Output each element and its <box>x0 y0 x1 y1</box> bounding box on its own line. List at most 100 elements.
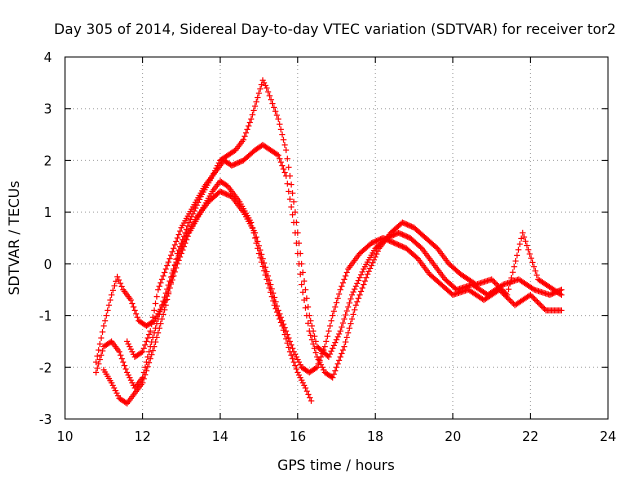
data-point <box>121 362 128 369</box>
data-point <box>257 254 264 261</box>
data-point <box>391 240 398 247</box>
data-point <box>288 352 295 359</box>
data-point <box>307 332 314 339</box>
data-point <box>170 267 177 274</box>
data-point <box>139 379 146 386</box>
data-point <box>261 267 268 274</box>
data-point <box>148 321 155 328</box>
data-point <box>305 391 312 398</box>
data-point <box>280 327 287 334</box>
data-point <box>349 291 356 298</box>
data-point <box>296 260 303 267</box>
data-point <box>162 302 169 309</box>
data-point <box>283 328 290 335</box>
x-tick-label: 10 <box>57 430 74 445</box>
data-point <box>262 264 269 271</box>
data-point <box>392 240 399 247</box>
data-point <box>283 172 290 179</box>
data-point <box>122 366 129 373</box>
data-point <box>337 353 344 360</box>
data-point <box>402 220 409 227</box>
data-point <box>129 348 136 355</box>
data-point <box>253 234 260 241</box>
data-point <box>533 272 540 279</box>
data-point <box>268 285 275 292</box>
data-point <box>126 343 133 350</box>
data-point <box>168 274 175 281</box>
data-point <box>268 293 275 300</box>
data-point <box>292 351 299 358</box>
data-point <box>315 356 322 363</box>
data-point <box>311 333 318 340</box>
data-point <box>236 159 243 166</box>
data-point <box>509 299 516 306</box>
data-point <box>532 267 539 274</box>
data-point <box>245 122 252 129</box>
data-point <box>258 251 265 258</box>
grid <box>65 57 608 419</box>
data-point <box>131 307 138 314</box>
data-point <box>527 291 534 298</box>
data-point <box>126 374 133 381</box>
data-point <box>257 247 264 254</box>
data-point <box>296 359 303 366</box>
data-point <box>284 155 291 162</box>
data-point <box>105 302 112 309</box>
plot-frame <box>64 56 609 420</box>
data-point <box>374 248 381 255</box>
data-point <box>516 241 523 248</box>
data-point <box>320 366 327 373</box>
data-point <box>530 263 537 270</box>
data-point <box>275 307 282 314</box>
data-point <box>268 96 275 103</box>
data-point <box>160 272 167 279</box>
data-point <box>276 121 283 128</box>
data-point <box>248 116 255 123</box>
data-point <box>112 278 119 285</box>
data-point <box>433 244 440 251</box>
data-point <box>232 160 239 167</box>
data-point <box>127 346 134 353</box>
data-point <box>98 352 105 359</box>
data-point <box>161 269 168 276</box>
data-point <box>329 345 336 352</box>
data-point <box>330 308 337 315</box>
data-point <box>151 343 158 350</box>
data-point <box>149 314 156 321</box>
data-point <box>228 162 235 169</box>
data-point <box>102 317 109 324</box>
data-point <box>333 336 340 343</box>
data-point <box>302 304 309 311</box>
data-point <box>403 221 410 228</box>
data-point <box>173 256 180 263</box>
data-point <box>146 348 153 355</box>
data-point <box>230 162 237 169</box>
data-point <box>358 271 365 278</box>
data-point <box>177 243 184 250</box>
data-point <box>286 196 293 203</box>
data-point <box>223 191 230 198</box>
data-point <box>286 338 293 345</box>
data-point <box>125 341 132 348</box>
data-point <box>153 293 160 300</box>
x-tick-labels: 10 12 14 16 18 20 22 24 <box>57 430 617 445</box>
data-point <box>389 239 396 246</box>
data-point <box>316 359 323 366</box>
data-point <box>262 272 269 279</box>
data-point <box>311 345 318 352</box>
data-point <box>267 289 274 296</box>
data-point <box>522 238 529 245</box>
data-point <box>171 268 178 275</box>
data-point <box>526 250 533 257</box>
data-point <box>408 223 415 230</box>
data-point <box>187 216 194 223</box>
data-point <box>548 291 555 298</box>
data-point <box>255 90 262 97</box>
data-point <box>490 277 497 284</box>
data-point <box>153 334 160 341</box>
data-point <box>280 166 287 173</box>
data-point <box>157 279 164 286</box>
data-point <box>354 298 361 305</box>
data-point <box>279 162 286 169</box>
x-tick-label: 14 <box>212 430 229 445</box>
